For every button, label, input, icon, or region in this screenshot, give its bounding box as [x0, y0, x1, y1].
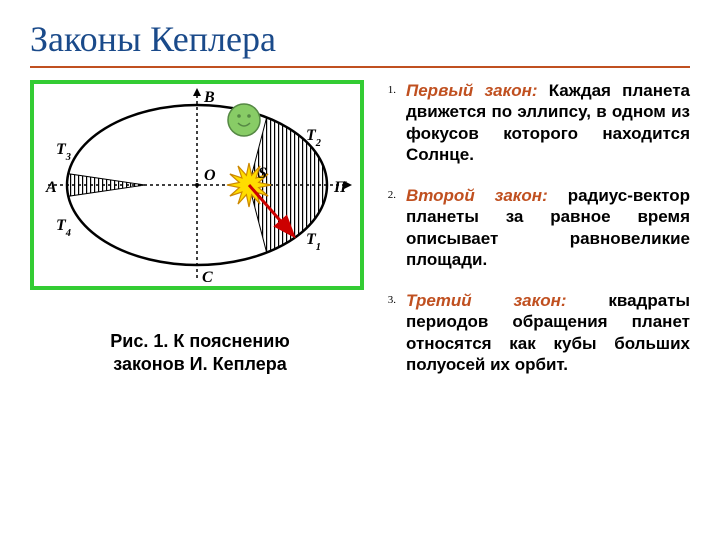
figure-caption: Рис. 1. К пояснению законов И. Кеплера — [30, 330, 370, 377]
law-3-name: Третий закон: — [406, 291, 567, 310]
svg-text:T1: T1 — [306, 231, 321, 253]
law-3-number: 3. — [380, 290, 406, 375]
law-3: 3. Третий закон: квадраты периодов обращ… — [380, 290, 690, 375]
svg-text:C: C — [202, 269, 213, 286]
law-1-body: Первый закон: Каждая планета движется по… — [406, 80, 690, 165]
left-column: BCAПOST1T2T3T4 Рис. 1. К пояснению закон… — [30, 80, 370, 395]
svg-text:П: П — [333, 179, 347, 196]
svg-text:A: A — [45, 179, 57, 196]
page-title: Законы Кеплера — [30, 18, 690, 60]
caption-line-1: Рис. 1. К пояснению — [110, 331, 289, 351]
svg-text:B: B — [203, 89, 215, 106]
svg-text:O: O — [204, 167, 216, 184]
svg-text:T3: T3 — [56, 141, 71, 163]
law-1: 1. Первый закон: Каждая планета движется… — [380, 80, 690, 165]
law-2-body: Второй закон: радиус-вектор планеты за р… — [406, 185, 690, 270]
diagram-frame: BCAПOST1T2T3T4 — [30, 80, 364, 290]
svg-text:S: S — [258, 165, 267, 182]
svg-text:T4: T4 — [56, 217, 71, 239]
law-1-number: 1. — [380, 80, 406, 165]
title-underline: Законы Кеплера — [30, 8, 690, 68]
caption-line-2: законов И. Кеплера — [113, 354, 286, 374]
law-2: 2. Второй закон: радиус-вектор планеты з… — [380, 185, 690, 270]
content-area: BCAПOST1T2T3T4 Рис. 1. К пояснению закон… — [0, 80, 720, 395]
law-1-name: Первый закон: — [406, 81, 538, 100]
kepler-diagram: BCAПOST1T2T3T4 — [34, 84, 360, 286]
law-2-name: Второй закон: — [406, 186, 548, 205]
law-2-number: 2. — [380, 185, 406, 270]
right-column: 1. Первый закон: Каждая планета движется… — [380, 80, 690, 395]
law-3-body: Третий закон: квадраты периодов обращени… — [406, 290, 690, 375]
